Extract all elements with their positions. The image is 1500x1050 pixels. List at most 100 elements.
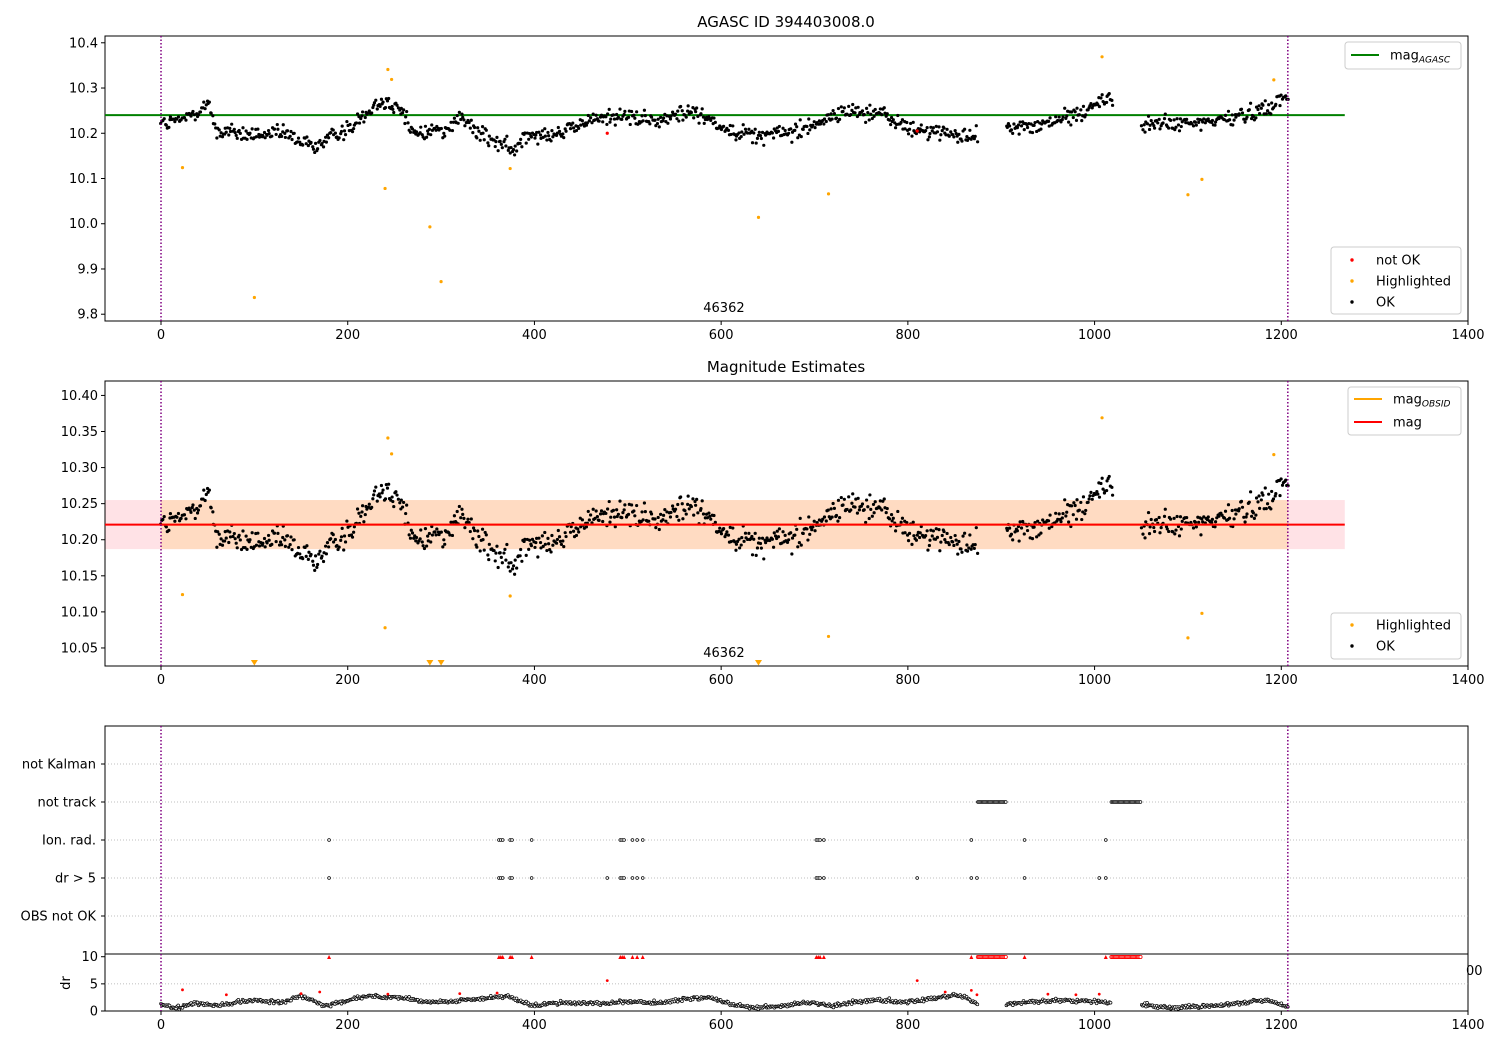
panel-2-ytick-label: 10.20 [61, 533, 98, 548]
ok-point [957, 539, 961, 544]
ok-point [1022, 128, 1026, 132]
ok-point [231, 534, 235, 539]
highlighted-point [508, 166, 512, 171]
ok-point [750, 141, 755, 145]
ok-point [719, 127, 724, 132]
ok-point [1079, 108, 1083, 112]
ok-point [742, 539, 746, 543]
legend-label: Highlighted [1376, 619, 1451, 634]
ok-point [520, 145, 524, 149]
ok-point [799, 135, 803, 139]
ok-point [609, 515, 613, 519]
ok-point [910, 134, 914, 138]
ok-point [1191, 526, 1196, 530]
ok-point [331, 533, 335, 537]
ok-point [1163, 112, 1167, 116]
ok-point [263, 545, 267, 549]
ok-point [248, 131, 252, 135]
flag-marker [630, 838, 635, 842]
ok-point [1060, 118, 1064, 122]
dr-clipped-marker [500, 955, 505, 959]
ok-point [822, 515, 827, 519]
ok-point [461, 115, 465, 119]
ok-point [911, 520, 915, 524]
ok-point [1046, 119, 1051, 123]
ok-point [689, 110, 693, 115]
ok-point [1179, 124, 1183, 129]
figure-title: AGASC ID 394403008.0 [697, 13, 875, 31]
ok-point [499, 142, 503, 146]
highlighted-point [1272, 78, 1276, 82]
ok-point [244, 534, 248, 538]
ok-point [168, 511, 173, 516]
ok-point [642, 501, 647, 505]
ok-point [692, 513, 696, 517]
ok-point [663, 507, 667, 512]
ok-point [626, 512, 631, 516]
ok-point [758, 134, 763, 138]
ok-point [590, 121, 594, 125]
ok-point [586, 113, 590, 118]
ok-point [327, 545, 331, 549]
ok-point [1248, 490, 1253, 494]
ok-point [657, 125, 661, 129]
ok-point [1274, 102, 1278, 106]
ok-point [540, 129, 544, 133]
ok-point [1050, 525, 1054, 529]
ok-point [1016, 123, 1021, 127]
ok-point [709, 118, 713, 122]
ok-point [1243, 120, 1247, 124]
ok-point [777, 124, 781, 129]
ok-point [811, 123, 815, 127]
ok-point [653, 517, 657, 521]
ok-point [290, 548, 294, 552]
flag-marker [969, 838, 974, 842]
ok-point [1256, 500, 1260, 504]
flag-marker [969, 876, 974, 880]
ok-point [450, 533, 455, 538]
ok-point [161, 517, 165, 522]
ok-point [855, 511, 860, 515]
ok-point [414, 539, 418, 543]
ok-point [528, 538, 532, 542]
ok-point [935, 535, 940, 539]
ok-point [371, 497, 375, 501]
ok-point [1249, 514, 1254, 518]
ok-point [812, 120, 816, 124]
ok-point [1223, 509, 1228, 513]
ok-point [1075, 498, 1079, 502]
ok-point [305, 135, 309, 139]
ok-point [775, 529, 779, 533]
legend-marker [1350, 623, 1354, 627]
ok-point [830, 515, 834, 519]
dr-clipped-marker [622, 955, 627, 959]
ok-point [925, 126, 929, 130]
highlighted-point [386, 436, 390, 440]
ok-point [285, 534, 290, 538]
ok-point [862, 508, 866, 512]
ok-point [1206, 117, 1210, 121]
ok-point [771, 545, 776, 549]
ok-point [847, 104, 851, 108]
ok-point [1069, 110, 1074, 114]
highlighted-point [1200, 177, 1204, 182]
ok-point [317, 552, 321, 556]
ok-point [452, 514, 457, 518]
ok-point [805, 124, 809, 129]
ok-point [1251, 511, 1255, 515]
ok-point [391, 499, 395, 504]
dr-not-ok-point [605, 979, 609, 982]
ok-point [747, 531, 751, 535]
ok-point [676, 109, 680, 113]
ok-point [864, 498, 869, 502]
ok-point [283, 135, 287, 140]
ok-point [969, 547, 973, 551]
ok-point [900, 118, 905, 122]
ok-point [1173, 532, 1177, 536]
ok-point [442, 538, 446, 542]
ok-point [787, 538, 791, 542]
ok-point [853, 111, 857, 115]
ok-point [855, 114, 860, 119]
dr-not-ok-point [458, 992, 462, 996]
